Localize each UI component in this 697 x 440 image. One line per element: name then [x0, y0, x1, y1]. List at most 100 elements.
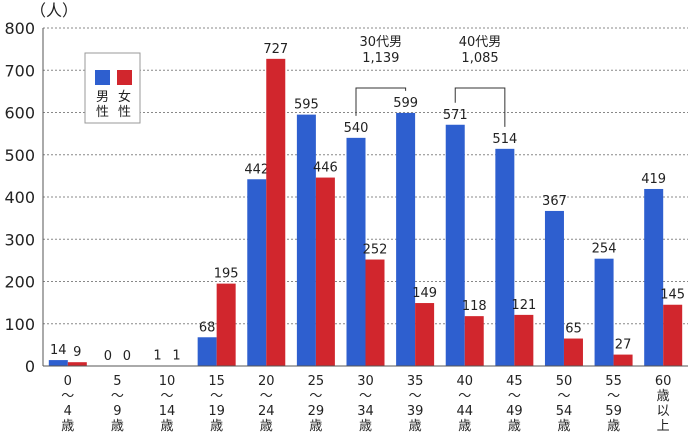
legend-label: 男	[96, 90, 109, 105]
x-tick-label: 歳	[210, 419, 223, 434]
data-label: 419	[641, 172, 666, 187]
x-tick-label: ～	[359, 389, 372, 404]
data-label: 9	[73, 345, 81, 360]
bar-male	[544, 210, 564, 366]
data-label: 514	[492, 132, 517, 147]
legend-box	[84, 52, 141, 124]
bar-male	[594, 258, 614, 366]
data-label: 149	[412, 286, 437, 301]
y-tick-label: 800	[4, 19, 35, 38]
x-tick-label: 9	[113, 404, 121, 419]
bar-male	[445, 124, 465, 366]
data-label: 14	[50, 343, 67, 358]
x-tick-label: 20	[258, 374, 275, 389]
x-tick-label: 54	[556, 404, 573, 419]
x-tick-label: ～	[111, 389, 124, 404]
x-tick-label: 40	[456, 374, 473, 389]
x-tick-label: ～	[161, 389, 174, 404]
annotation-bracket	[355, 87, 407, 116]
bar-male	[247, 179, 267, 366]
y-axis: 0 100 200 300 400 500 600 700 800	[4, 19, 44, 376]
x-tick-label: 55	[605, 374, 622, 389]
bar-female	[216, 283, 236, 366]
x-tick-label: 44	[456, 404, 473, 419]
x-tick-label: 5	[113, 374, 121, 389]
data-label: 118	[462, 299, 487, 314]
x-tick-label: 歳	[508, 419, 521, 434]
data-label: 367	[542, 194, 567, 209]
x-tick-label: 30	[357, 374, 374, 389]
x-tick-label: 歳	[161, 419, 174, 434]
data-label: 727	[263, 42, 288, 57]
gridlines	[43, 27, 688, 325]
y-axis-label: （人）	[30, 1, 78, 20]
annotation-label: 40代男	[459, 35, 502, 50]
x-tick-label: 歳	[260, 419, 273, 434]
y-tick-label: 0	[25, 357, 35, 376]
annotation-label: 30代男	[360, 35, 403, 50]
bar-male	[296, 114, 316, 366]
bar-male	[644, 188, 664, 366]
bar-female	[315, 177, 335, 366]
bar-female	[464, 316, 484, 366]
bar-female	[365, 259, 385, 366]
x-tick-label: 歳	[111, 419, 124, 434]
x-tick-label: 10	[159, 374, 176, 389]
x-tick-label: 19	[208, 404, 225, 419]
x-tick-label: ～	[458, 389, 471, 404]
x-tick-label: 39	[407, 404, 424, 419]
y-tick-label: 500	[4, 146, 35, 165]
x-tick-label: 歳	[458, 419, 471, 434]
y-tick-label: 700	[4, 61, 35, 80]
data-label: 540	[344, 121, 369, 136]
bar-male	[197, 337, 217, 366]
x-tick-label: ～	[607, 389, 620, 404]
x-tick-label: 歳	[61, 419, 74, 434]
x-tick-label: 4	[64, 404, 72, 419]
bar-female	[67, 362, 87, 366]
x-tick-label: 29	[308, 404, 325, 419]
x-tick-label: 歳	[409, 419, 422, 434]
x-tick-label: 15	[208, 374, 225, 389]
data-label: 254	[592, 242, 617, 257]
bar-male	[396, 112, 416, 366]
bar-male	[495, 148, 515, 366]
y-tick-label: 400	[4, 188, 35, 207]
bar-female	[563, 338, 583, 366]
x-tick-label: ～	[210, 389, 223, 404]
x-tick-label: 歳	[359, 419, 372, 434]
data-label: 1	[172, 349, 180, 364]
x-tick-label: 34	[357, 404, 374, 419]
data-label: 65	[565, 322, 582, 337]
data-label: 442	[244, 162, 269, 177]
x-tick-label: 59	[605, 404, 622, 419]
data-label: 252	[363, 243, 388, 258]
x-tick-label: ～	[260, 389, 273, 404]
annotation-value: 1,085	[461, 51, 498, 66]
data-label: 1	[153, 349, 161, 364]
legend-label: 性	[96, 105, 109, 120]
y-tick-label: 600	[4, 104, 35, 123]
x-axis: 0～4歳5～9歳10～14歳15～19歳20～24歳25～29歳30～34歳35…	[43, 365, 688, 434]
data-label: 195	[214, 267, 239, 282]
x-tick-label: 歳	[309, 419, 322, 434]
x-tick-label: ～	[61, 389, 74, 404]
legend-swatch	[95, 70, 110, 85]
x-tick-label: 0	[64, 374, 72, 389]
x-tick-label: 上	[657, 419, 670, 434]
y-tick-label: 100	[4, 315, 35, 334]
x-tick-label: 35	[407, 374, 424, 389]
data-label: 68	[199, 320, 216, 335]
x-tick-label: 24	[258, 404, 275, 419]
legend-swatch	[117, 70, 132, 85]
bar-female	[266, 58, 286, 366]
x-tick-label: 60	[655, 374, 672, 389]
x-tick-label: 以	[657, 404, 670, 419]
x-tick-label: ～	[508, 389, 521, 404]
bars: 14 9 0 0 1 1681954427275954465402525991495711…	[48, 42, 685, 366]
bar-male	[48, 360, 68, 366]
x-tick-label: ～	[309, 389, 322, 404]
data-label: 121	[511, 298, 536, 313]
